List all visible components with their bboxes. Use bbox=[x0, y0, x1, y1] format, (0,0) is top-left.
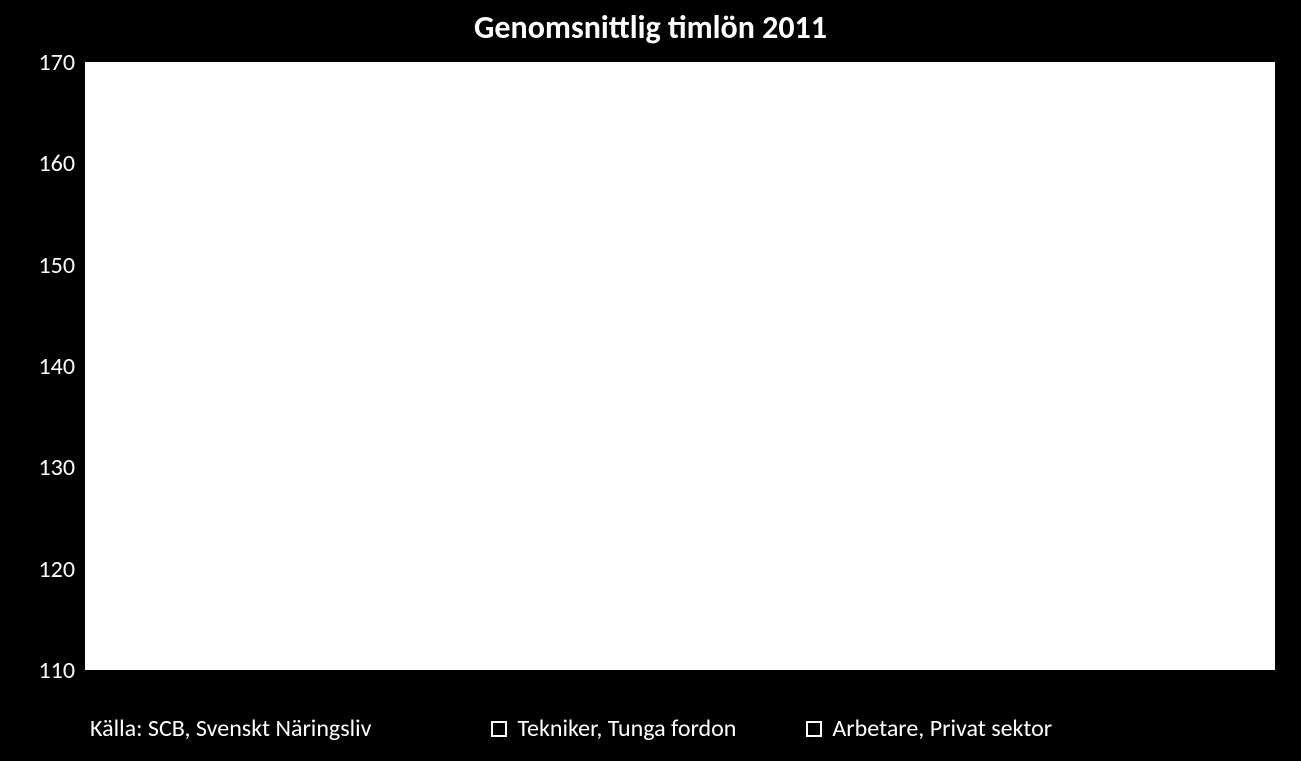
y-tick-label: 150 bbox=[15, 251, 75, 280]
y-tick-label: 160 bbox=[15, 149, 75, 178]
y-tick-label: 170 bbox=[15, 48, 75, 77]
legend-item-label: Arbetare, Privat sektor bbox=[832, 714, 1052, 743]
legend-row: Källa: SCB, Svenskt Näringsliv Tekniker,… bbox=[0, 714, 1301, 743]
y-tick-label: 140 bbox=[15, 352, 75, 381]
legend-swatch-icon bbox=[806, 721, 822, 737]
legend-items: Tekniker, Tunga fordon Arbetare, Privat … bbox=[491, 714, 1052, 743]
y-tick-label: 120 bbox=[15, 555, 75, 584]
y-tick-label: 110 bbox=[15, 656, 75, 685]
chart-container: Genomsnittlig timlön 2011 110 120 130 140 15… bbox=[0, 0, 1301, 761]
chart-title: Genomsnittlig timlön 2011 bbox=[0, 8, 1301, 47]
legend-item-1: Arbetare, Privat sektor bbox=[806, 714, 1052, 743]
plot-area bbox=[85, 62, 1275, 670]
y-tick-label: 130 bbox=[15, 453, 75, 482]
legend-swatch-icon bbox=[491, 721, 507, 737]
legend-item-label: Tekniker, Tunga fordon bbox=[517, 714, 736, 743]
legend-item-0: Tekniker, Tunga fordon bbox=[491, 714, 736, 743]
legend-source-label: Källa: SCB, Svenskt Näringsliv bbox=[90, 714, 371, 743]
